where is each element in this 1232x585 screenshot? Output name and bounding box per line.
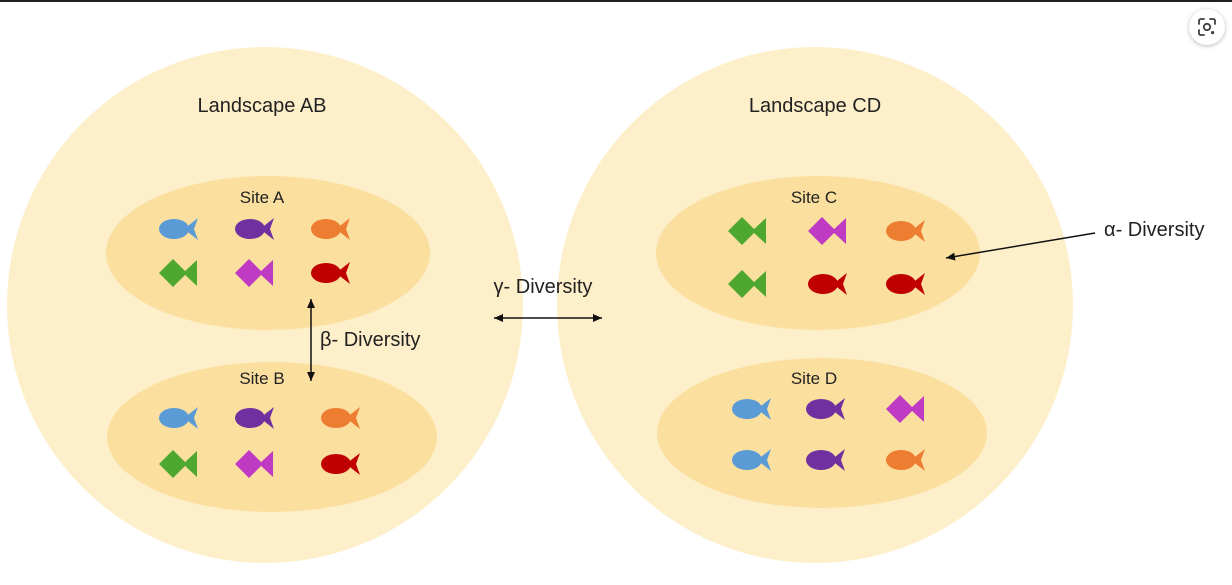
site-a-label: Site A: [240, 188, 285, 207]
blue-fish-icon: [732, 449, 771, 471]
purple-fish-icon: [235, 407, 274, 429]
magenta-fish-icon: [886, 395, 924, 423]
site-b-species: [159, 407, 360, 478]
landscape-cd-label: Landscape CD: [749, 95, 881, 117]
site-d-label: Site D: [791, 369, 837, 388]
site-d-ellipse: [657, 358, 987, 508]
red-fish-icon: [886, 273, 925, 295]
purple-fish-icon: [806, 449, 845, 471]
google-lens-button[interactable]: [1189, 9, 1225, 45]
site-a-ellipse: [106, 176, 430, 330]
green-fish-icon: [728, 217, 766, 245]
magenta-fish-icon: [235, 450, 273, 478]
orange-fish-icon: [311, 218, 350, 240]
orange-fish-icon: [321, 407, 360, 429]
site-b-label: Site B: [239, 369, 284, 388]
red-fish-icon: [321, 453, 360, 475]
purple-fish-icon: [235, 218, 274, 240]
blue-fish-icon: [159, 407, 198, 429]
purple-fish-icon: [806, 398, 845, 420]
magenta-fish-icon: [235, 259, 273, 287]
gamma-diversity-label: γ- Diversity: [494, 276, 593, 298]
blue-fish-icon: [732, 398, 771, 420]
beta-diversity-label: β- Diversity: [320, 329, 420, 351]
red-fish-icon: [808, 273, 847, 295]
landscape-ab-label: Landscape AB: [198, 95, 327, 117]
green-fish-icon: [728, 270, 766, 298]
red-fish-icon: [311, 262, 350, 284]
magenta-fish-icon: [808, 217, 846, 245]
site-a-species: [159, 218, 350, 287]
alpha-diversity-arrow: [945, 232, 1096, 261]
site-c-species: [728, 217, 925, 298]
site-c-label: Site C: [791, 188, 837, 207]
orange-fish-icon: [886, 449, 925, 471]
site-b-ellipse: [107, 362, 437, 512]
google-lens-icon: [1198, 18, 1216, 36]
orange-fish-icon: [886, 220, 925, 242]
blue-fish-icon: [159, 218, 198, 240]
site-d-species: [732, 395, 925, 471]
green-fish-icon: [159, 259, 197, 287]
top-border: [0, 0, 1232, 2]
green-fish-icon: [159, 450, 197, 478]
alpha-diversity-label: α- Diversity: [1104, 219, 1204, 241]
